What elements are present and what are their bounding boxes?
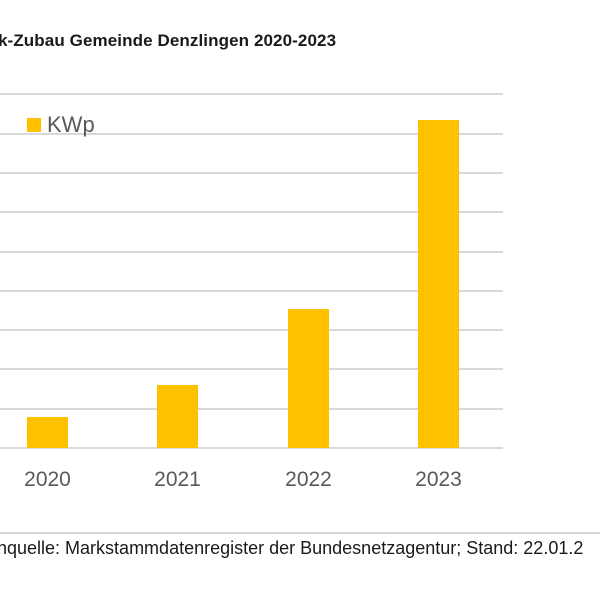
x-label-2020: 2020 [24,468,71,491]
square-swatch-icon [27,118,41,132]
gridline [0,407,503,410]
separator-line [0,532,600,534]
gridline [0,93,503,96]
bar-2023 [418,119,459,448]
gridline [0,250,503,253]
x-label-2021: 2021 [154,468,201,491]
x-axis-baseline [0,447,503,449]
source-note: nquelle: Markstammdatenregister der Bund… [0,538,584,558]
chart-title: k-Zubau Gemeinde Denzlingen 2020-2023 [0,31,337,50]
gridline [0,329,503,332]
gridline [0,368,503,371]
bar-2021 [157,385,198,448]
bar-2022 [288,308,329,448]
x-label-2023: 2023 [415,468,462,491]
legend-label: KWp [47,112,95,137]
gridline [0,211,503,214]
plot-area: 2020 2021 2022 2023 KWp [0,93,503,491]
gridline [0,132,503,135]
gridline [0,171,503,174]
gridline [0,289,503,292]
legend: KWp [27,114,95,136]
bar-2020 [27,416,68,448]
x-label-2022: 2022 [285,468,332,491]
